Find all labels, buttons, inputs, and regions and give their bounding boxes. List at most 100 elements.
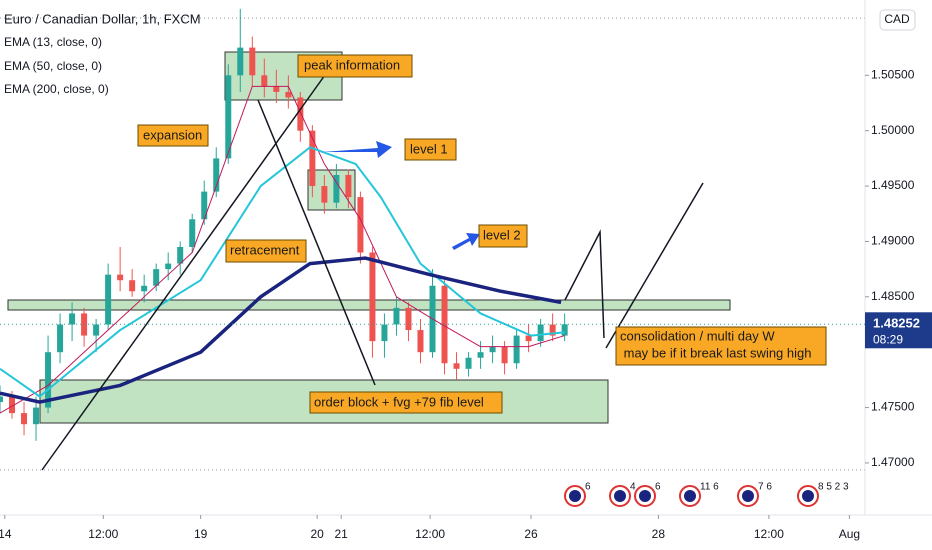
candle-body xyxy=(225,75,232,159)
candle-body xyxy=(333,174,340,203)
y-tick-label: 1.50500 xyxy=(871,67,915,81)
annotation: expansion xyxy=(143,127,202,142)
event-icon-inner xyxy=(802,490,814,502)
candle-body xyxy=(129,280,136,292)
candle-body xyxy=(165,263,172,270)
candle-body xyxy=(213,158,220,192)
y-tick-label: 1.48500 xyxy=(871,289,915,303)
candle-body xyxy=(93,324,100,336)
y-tick-label: 1.47000 xyxy=(871,455,915,469)
projection-line xyxy=(605,182,704,349)
ema-line xyxy=(0,146,565,398)
legend-item: EMA (200, close, 0) xyxy=(4,82,109,96)
last-price-box xyxy=(865,312,932,349)
legend-item: EMA (50, close, 0) xyxy=(4,59,102,73)
candle-body xyxy=(297,97,304,131)
x-tick-label: 20 xyxy=(310,527,324,541)
x-tick-label: 26 xyxy=(524,527,538,541)
candle-body xyxy=(237,47,244,76)
candle-body xyxy=(417,330,424,353)
candle-body xyxy=(405,307,412,331)
ema-line xyxy=(0,256,562,404)
annotation: order block + fvg +79 fib level xyxy=(314,394,484,409)
annotation-boxes: peak information expansion level 1 level… xyxy=(137,54,827,414)
event-count: 8 5 2 3 xyxy=(818,482,849,493)
event-icon-inner xyxy=(639,490,651,502)
label-box xyxy=(309,391,503,414)
candle-body xyxy=(309,130,316,187)
candle-body xyxy=(273,86,280,92)
candle-body xyxy=(381,324,388,342)
currency-label[interactable]: CAD xyxy=(884,12,910,26)
legend-item: EMA (13, close, 0) xyxy=(4,35,102,49)
candle-body xyxy=(561,324,568,336)
event-icon-inner xyxy=(684,490,696,502)
trend-line xyxy=(257,99,376,386)
candle-body xyxy=(105,274,112,325)
annotation: level 1 xyxy=(410,141,448,156)
x-tick-label: 12:00 xyxy=(88,527,118,541)
candle-body xyxy=(537,324,544,342)
y-tick-label: 1.49500 xyxy=(871,178,915,192)
y-tick-label: 1.50000 xyxy=(871,123,915,137)
candle-body xyxy=(285,91,292,98)
y-tick-label: 1.47500 xyxy=(871,400,915,414)
arrow xyxy=(452,233,480,250)
candle-body xyxy=(513,335,520,364)
event-count: 11 6 xyxy=(700,482,719,493)
event-icon-inner xyxy=(614,490,626,502)
x-tick-label: 28 xyxy=(652,527,666,541)
candle-body xyxy=(261,75,268,87)
candle-body xyxy=(249,47,256,76)
candle-body xyxy=(45,352,52,408)
candle-body xyxy=(9,396,16,414)
x-tick-label: 14 xyxy=(0,527,12,541)
candle-body xyxy=(21,413,28,425)
candle-body xyxy=(321,186,328,203)
arrow xyxy=(322,141,392,158)
events: 6 4 6 11 6 7 6 8 5 2 3 xyxy=(564,482,849,507)
candle-body xyxy=(489,346,496,353)
candle-body xyxy=(141,285,148,292)
x-tick-label: Aug xyxy=(839,527,860,541)
candle-body xyxy=(117,274,124,281)
candle-body xyxy=(33,407,40,425)
label-box xyxy=(615,326,827,366)
event-icon-inner xyxy=(742,490,754,502)
candle-body xyxy=(69,313,76,325)
label-box xyxy=(137,124,209,147)
candle-body xyxy=(189,219,196,247)
level-zone xyxy=(7,299,731,311)
candle-body xyxy=(345,174,352,198)
x-tick-label: 19 xyxy=(194,527,208,541)
event-count: 7 6 xyxy=(758,482,772,493)
y-tick-label: 1.49000 xyxy=(871,234,915,248)
countdown-label: 08:29 xyxy=(873,332,903,346)
candle-body xyxy=(0,396,3,403)
label-box xyxy=(225,239,307,263)
label-box xyxy=(297,54,413,78)
annotation: may be if it break last swing high xyxy=(620,345,811,360)
event-count: 6 xyxy=(655,482,661,493)
trend-line xyxy=(41,67,331,471)
event-count: 4 xyxy=(630,482,636,493)
x-tick-label: 12:00 xyxy=(415,527,445,541)
candle-body xyxy=(525,335,532,342)
legend: Euro / Canadian Dollar, 1h, FXCM EMA (13… xyxy=(4,11,201,96)
candle-body xyxy=(549,324,556,336)
label-box xyxy=(404,138,457,161)
candle-body xyxy=(477,352,484,358)
x-tick-label: 12:00 xyxy=(754,527,784,541)
candle-body xyxy=(57,324,64,353)
event-count: 6 xyxy=(585,482,591,493)
annotation: consolidation / multi day W xyxy=(620,328,775,343)
drawings xyxy=(41,67,704,471)
x-tick-label: 21 xyxy=(335,527,349,541)
projection-line xyxy=(564,229,605,339)
currency-button[interactable] xyxy=(879,9,916,31)
candle-body xyxy=(501,346,508,364)
annotation: peak information xyxy=(304,57,400,72)
candle-body xyxy=(465,357,472,369)
